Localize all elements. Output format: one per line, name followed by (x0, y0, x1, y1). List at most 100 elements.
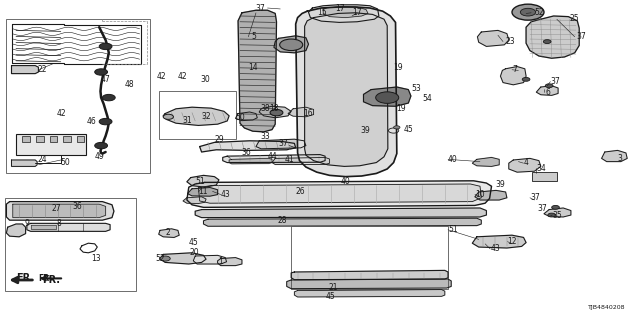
Text: 52: 52 (534, 8, 544, 17)
Text: FR.: FR. (38, 274, 52, 283)
Polygon shape (200, 141, 296, 152)
Polygon shape (183, 197, 206, 204)
Text: 37: 37 (256, 4, 266, 12)
Text: 43: 43 (221, 190, 230, 199)
Polygon shape (6, 202, 114, 220)
Circle shape (548, 213, 556, 217)
Circle shape (99, 118, 112, 125)
Polygon shape (256, 139, 306, 149)
Polygon shape (160, 253, 206, 264)
Bar (16, 134, 86, 155)
Polygon shape (500, 67, 526, 85)
Polygon shape (602, 150, 627, 162)
Polygon shape (188, 188, 218, 196)
Text: 25: 25 (570, 14, 579, 23)
Text: 45: 45 (403, 125, 413, 134)
Text: 43: 43 (490, 244, 500, 253)
Text: 19: 19 (396, 104, 406, 113)
Text: 31: 31 (182, 116, 192, 125)
Text: 50: 50 (236, 113, 245, 122)
Polygon shape (259, 106, 291, 118)
Circle shape (95, 142, 108, 149)
Polygon shape (31, 225, 56, 229)
Circle shape (376, 92, 399, 103)
Bar (291, 226, 448, 289)
Text: 36: 36 (241, 148, 251, 157)
Text: 50: 50 (61, 158, 70, 167)
Polygon shape (159, 229, 179, 237)
Circle shape (280, 39, 303, 51)
Polygon shape (6, 224, 26, 237)
Polygon shape (272, 157, 330, 164)
Polygon shape (305, 13, 388, 166)
Polygon shape (287, 279, 451, 289)
Bar (36, 136, 44, 142)
Polygon shape (509, 158, 541, 172)
Text: 44: 44 (268, 152, 277, 161)
Polygon shape (13, 204, 106, 218)
Polygon shape (187, 175, 219, 187)
Polygon shape (12, 160, 37, 166)
Circle shape (543, 40, 551, 44)
Circle shape (545, 84, 553, 88)
Polygon shape (238, 10, 276, 132)
Polygon shape (291, 270, 448, 280)
Polygon shape (12, 66, 38, 74)
Text: 45: 45 (189, 238, 198, 247)
Text: 51: 51 (195, 177, 205, 186)
Polygon shape (229, 158, 272, 164)
Text: 32: 32 (201, 112, 211, 121)
Polygon shape (193, 255, 227, 264)
Text: 39: 39 (360, 126, 370, 135)
Polygon shape (477, 30, 509, 46)
Text: 3: 3 (618, 154, 623, 163)
Text: 18: 18 (269, 104, 278, 113)
Text: 12: 12 (508, 237, 517, 246)
Polygon shape (236, 112, 257, 121)
Polygon shape (198, 184, 481, 203)
Text: 28: 28 (278, 216, 287, 225)
Polygon shape (274, 36, 308, 53)
Circle shape (522, 77, 530, 81)
Polygon shape (323, 6, 368, 18)
Text: 39: 39 (495, 180, 505, 189)
Text: FR.: FR. (16, 273, 61, 284)
Polygon shape (472, 157, 499, 166)
Text: 40: 40 (340, 177, 350, 186)
Text: 29: 29 (214, 135, 224, 144)
Text: 49: 49 (95, 152, 104, 161)
Text: 34: 34 (536, 164, 546, 172)
Text: 26: 26 (296, 187, 305, 196)
Circle shape (394, 126, 400, 129)
Circle shape (552, 205, 559, 209)
Circle shape (102, 94, 115, 101)
Text: 42: 42 (56, 109, 66, 118)
Circle shape (512, 4, 544, 20)
Text: 41: 41 (284, 155, 294, 164)
Polygon shape (296, 7, 397, 177)
Text: 37: 37 (576, 32, 586, 41)
Polygon shape (294, 290, 445, 297)
Text: 14: 14 (248, 63, 258, 72)
Circle shape (99, 43, 112, 50)
Bar (22, 136, 30, 142)
Text: 30: 30 (200, 75, 210, 84)
Text: TJB4840208: TJB4840208 (588, 305, 625, 310)
Text: 4: 4 (524, 158, 529, 167)
Text: FR.: FR. (42, 275, 60, 285)
Circle shape (270, 109, 283, 116)
Bar (63, 136, 71, 142)
Polygon shape (195, 208, 486, 218)
Polygon shape (472, 235, 526, 248)
Bar (159, 91, 236, 139)
Circle shape (163, 114, 173, 119)
Bar (532, 172, 557, 181)
Text: 38: 38 (260, 104, 270, 113)
Text: 52: 52 (156, 254, 165, 263)
Text: 51: 51 (448, 225, 458, 234)
Text: 9: 9 (24, 219, 29, 228)
Polygon shape (27, 223, 110, 231)
Bar (50, 136, 58, 142)
Polygon shape (218, 258, 242, 266)
Text: 33: 33 (260, 132, 270, 141)
